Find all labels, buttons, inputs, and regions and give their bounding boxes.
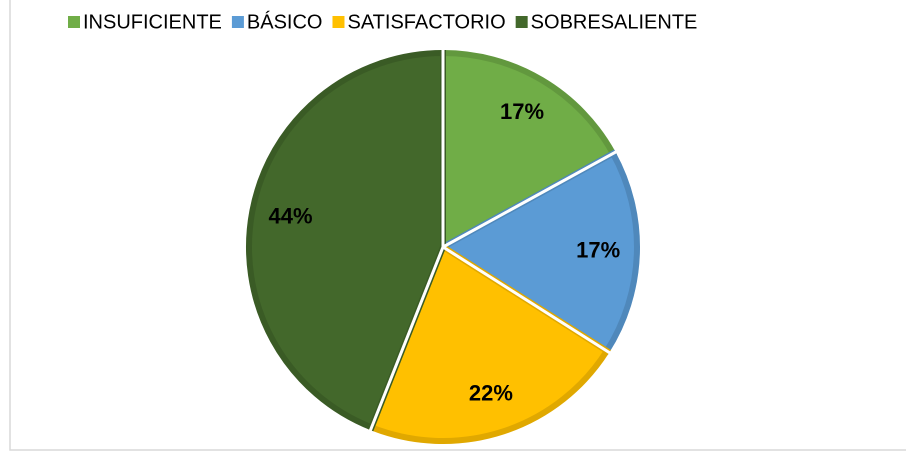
pie-slice xyxy=(246,49,446,432)
pie-slice-edge xyxy=(246,49,446,432)
data-label: 22% xyxy=(469,380,513,405)
slice-separator xyxy=(442,150,618,249)
chart-frame xyxy=(9,0,906,451)
pie-slice-edge xyxy=(367,242,611,444)
legend-swatch xyxy=(68,16,80,28)
slice-separator xyxy=(368,246,445,432)
pie-slice xyxy=(437,149,640,356)
slice-separator xyxy=(442,245,611,355)
legend-label: BÁSICO xyxy=(247,10,323,33)
pie-slice xyxy=(367,242,611,444)
data-label: 17% xyxy=(500,99,544,124)
pie-slice-edge xyxy=(437,149,640,356)
data-label: 44% xyxy=(269,204,313,229)
legend-label: SOBRESALIENTE xyxy=(531,11,698,33)
legend-swatch xyxy=(515,16,528,28)
legend-swatch xyxy=(231,16,244,28)
pie-slice xyxy=(440,49,618,253)
legend-label: INSUFICIENTE xyxy=(83,11,222,33)
legend-label: SATISFACTORIO xyxy=(347,11,505,33)
pie-slice-edge xyxy=(440,49,618,253)
legend-swatch xyxy=(332,16,345,28)
data-label: 17% xyxy=(576,238,620,263)
